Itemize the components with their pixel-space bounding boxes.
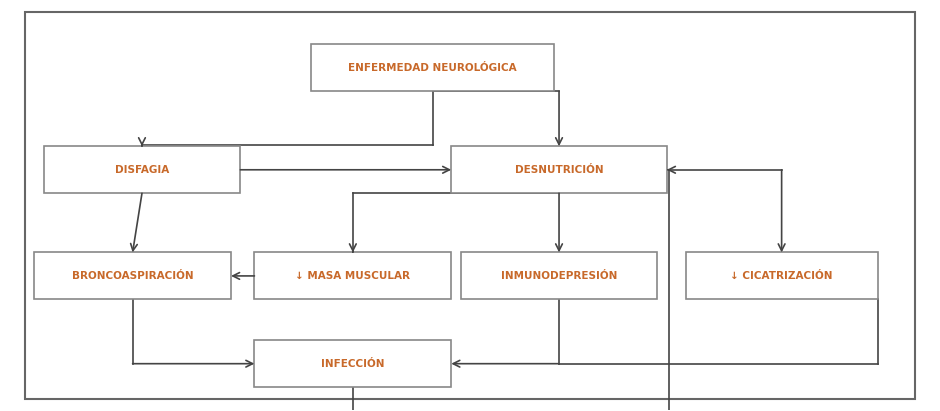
Text: ↓ CICATRIZACIÓN: ↓ CICATRIZACIÓN xyxy=(730,271,833,281)
Text: INMUNODEPRESIÓN: INMUNODEPRESIÓN xyxy=(501,271,618,281)
Text: ↓ MASA MUSCULAR: ↓ MASA MUSCULAR xyxy=(295,271,411,281)
Bar xyxy=(34,252,231,299)
Text: DESNUTRICIÓN: DESNUTRICIÓN xyxy=(515,165,603,175)
Text: INFECCIÓN: INFECCIÓN xyxy=(321,359,384,369)
Bar xyxy=(451,146,666,193)
Bar xyxy=(43,146,241,193)
Bar xyxy=(255,340,451,387)
Text: DISFAGIA: DISFAGIA xyxy=(115,165,169,175)
Bar xyxy=(461,252,657,299)
Text: ENFERMEDAD NEUROLÓGICA: ENFERMEDAD NEUROLÓGICA xyxy=(348,63,517,73)
Bar xyxy=(311,44,555,91)
Bar xyxy=(685,252,878,299)
Text: BRONCOASPIRACIÓN: BRONCOASPIRACIÓN xyxy=(71,271,194,281)
Bar xyxy=(255,252,451,299)
